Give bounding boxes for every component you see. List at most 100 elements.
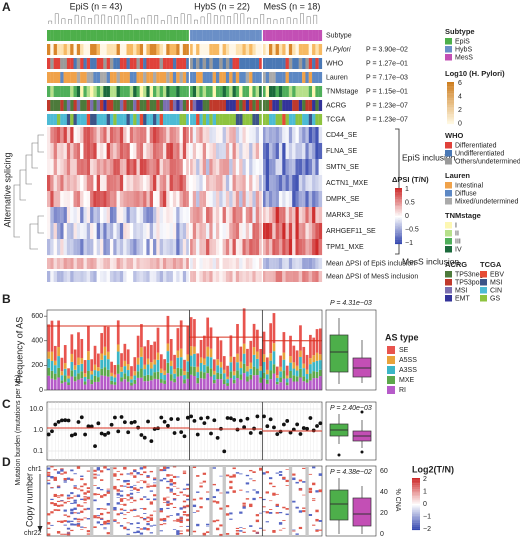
cn-segment: [50, 524, 54, 526]
annotation-cell: [305, 58, 309, 69]
annotation-cell: [90, 58, 94, 69]
colorbar: [395, 223, 402, 225]
annotation-cell: [235, 86, 240, 97]
heatmap-cell: [275, 175, 280, 192]
heatmap-cell: [103, 191, 107, 208]
bar-segment: [123, 343, 127, 361]
colorbar: [412, 524, 420, 527]
heatmap-cell: [133, 223, 137, 240]
cn-segment: [196, 475, 200, 477]
mean-cell: [103, 271, 107, 282]
annotation-cell: [156, 44, 160, 55]
cn-segment: [146, 483, 150, 485]
cn-segment: [139, 480, 144, 482]
bar-segment: [57, 347, 60, 357]
cn-segment: [169, 515, 173, 516]
annotation-cell: [302, 114, 306, 125]
heatmap-cell: [116, 175, 120, 192]
heatmap-cell: [206, 239, 210, 256]
row-label: WHO: [326, 60, 344, 67]
annotation-cell: [199, 100, 203, 111]
cn-segment: [298, 479, 303, 482]
point: [258, 431, 263, 435]
bar-segment: [186, 354, 190, 362]
cn-segment: [199, 486, 203, 488]
mean-cell: [206, 271, 210, 282]
cn-segment: [166, 486, 170, 489]
annotation-cell: [123, 100, 127, 111]
heatmap-cell: [176, 127, 180, 144]
bar-segment: [83, 373, 87, 377]
heatmap-cell: [298, 143, 303, 160]
annotation-cell: [53, 44, 58, 55]
annotation-cell: [143, 44, 147, 55]
annotation-cell: [113, 114, 117, 125]
bar-segment: [140, 368, 143, 378]
annotation-cell: [93, 86, 97, 97]
heatmap-cell: [119, 159, 124, 176]
annotation-cell: [103, 44, 107, 55]
heatmap-cell: [298, 191, 303, 208]
annotation-cell: [76, 58, 81, 69]
annotation-cell: [272, 58, 276, 69]
cn-segment: [159, 510, 163, 512]
annotation-cell: [159, 86, 164, 97]
cn-segment: [50, 511, 54, 514]
heatmap-cell: [308, 127, 313, 144]
cn-segment: [302, 507, 306, 509]
cn-segment: [186, 518, 190, 522]
colorbar: [395, 195, 402, 197]
bar-segment: [173, 354, 176, 370]
cn-segment: [66, 520, 71, 523]
legend-swatch: [480, 295, 487, 302]
bar-segment: [156, 379, 160, 390]
annotation-cell: [179, 86, 183, 97]
bar-segment: [309, 334, 312, 359]
cn-segment: [47, 522, 51, 525]
heatmap-cell: [229, 143, 233, 160]
heatmap-cell: [229, 207, 233, 224]
annotation-cell: [202, 114, 207, 125]
annotation-cell: [186, 30, 190, 41]
annotation-cell: [182, 30, 187, 41]
cn-segment: [149, 525, 154, 527]
annotation-cell: [90, 100, 94, 111]
cn-segment: [285, 508, 289, 510]
bar-segment: [150, 362, 153, 369]
annotation-cell: [126, 58, 130, 69]
cn-segment: [162, 519, 167, 522]
cn-segment: [70, 529, 74, 532]
annotation-cell: [129, 86, 134, 97]
heatmap-cell: [302, 191, 306, 208]
cn-segment: [60, 520, 64, 523]
mean-cell: [159, 271, 164, 282]
heatmap-cell: [186, 127, 190, 144]
cn-segment: [70, 492, 74, 495]
bar-segment: [93, 370, 97, 376]
annotation-cell: [255, 30, 260, 41]
cn-segment: [295, 506, 299, 509]
annotation-cell: [268, 114, 273, 125]
annotation-cell: [268, 86, 273, 97]
heatmap-cell: [189, 223, 193, 240]
bar-segment: [67, 385, 70, 390]
bar-segment: [203, 335, 206, 359]
mean-cell: [295, 271, 299, 282]
bar-segment: [222, 379, 226, 385]
heatmap-cell: [196, 159, 200, 176]
annotation-cell: [119, 44, 124, 55]
annotation-cell: [192, 72, 197, 83]
heatmap-cell: [288, 143, 293, 160]
colorbar: [412, 504, 420, 506]
cn-segment: [63, 520, 67, 522]
mean-cell: [169, 258, 174, 269]
mean-cell: [255, 258, 260, 269]
bar-segment: [120, 377, 123, 382]
annotation-cell: [209, 30, 213, 41]
cn-segment: [66, 501, 71, 503]
annotation-cell: [76, 44, 81, 55]
annotation-cell: [159, 114, 164, 125]
cn-segment: [96, 487, 101, 489]
cn-segment: [86, 496, 91, 500]
heatmap-cell: [252, 175, 256, 192]
